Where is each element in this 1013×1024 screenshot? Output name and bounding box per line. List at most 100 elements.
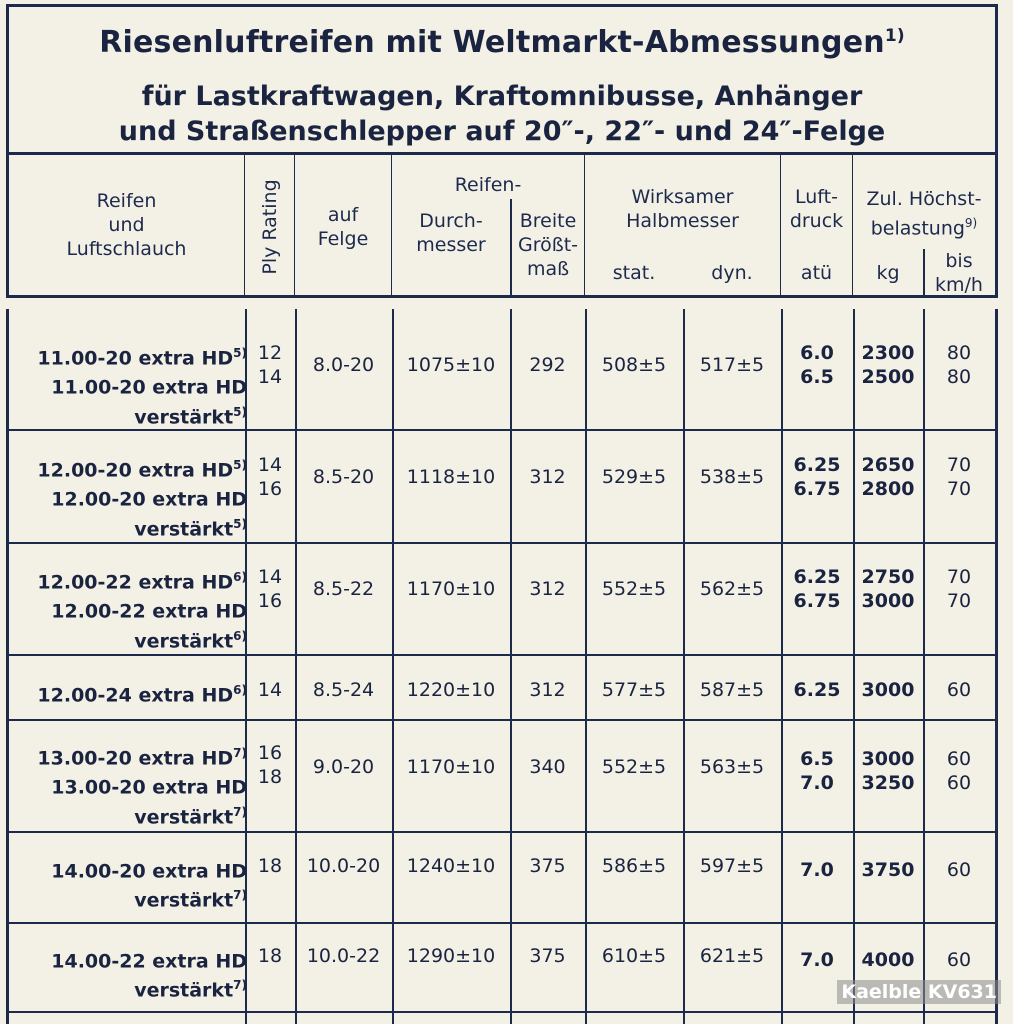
ply-value: 16 [257, 590, 283, 612]
header-ply-text: Ply Rating [259, 179, 281, 275]
ply-value: 18 [257, 766, 283, 788]
tyre-note: 5) [233, 516, 247, 531]
stat-value: 552±5 [601, 756, 667, 778]
header-luftdruck: Luft- druck atü [781, 155, 853, 295]
stat-value: 508±5 [601, 354, 667, 376]
felge-value: 9.0-20 [312, 756, 375, 778]
luft-value: 6.75 [793, 478, 841, 500]
tyre-note: 7) [233, 978, 247, 993]
header-luft-1: Luft- [795, 186, 838, 208]
header-durch-2: messer [416, 234, 486, 256]
durch-value: 1240±10 [406, 855, 496, 877]
luft-value: 6.5 [800, 366, 834, 388]
header-stat: stat. [612, 262, 656, 284]
luft-value: 7.0 [800, 772, 834, 794]
breite-value: 375 [529, 945, 566, 967]
header-kg: kg [876, 262, 900, 284]
row-divider [9, 831, 995, 833]
ply-value: 12 [257, 342, 283, 364]
durch-value: 1075±10 [406, 354, 496, 376]
kmh-value: 60 [946, 859, 972, 881]
breite-value: 375 [529, 855, 566, 877]
header-breite-3: maß [526, 258, 570, 280]
tyre-note: 7) [233, 746, 247, 760]
durch-value: 1170±10 [406, 578, 496, 600]
col-divider [295, 309, 297, 1024]
table-header: Reifen und Luftschlauch Ply Rating auf F… [6, 152, 998, 298]
durch-value: 1290±10 [406, 945, 496, 967]
felge-value: 8.0-20 [312, 354, 375, 376]
durch-value: 1220±10 [406, 679, 496, 701]
tyre-note: 7) [233, 804, 247, 819]
kg-value: 3000 [861, 748, 915, 770]
tyre-note: 5) [233, 458, 247, 472]
watermark: Kaelble KV631 [837, 980, 1001, 1004]
tyre-note: 7) [233, 888, 247, 903]
breite-value: 292 [529, 354, 566, 376]
stat-value: 586±5 [601, 855, 667, 877]
tyre-name: 11.00-20 extra HD [37, 347, 234, 370]
tyre-name: 12.00-24 extra HD [37, 684, 234, 707]
kmh-value: 70 [946, 478, 972, 500]
title-footnote: 1) [884, 26, 905, 46]
header-halbmesser: Wirksamer Halbmesser stat. dyn. [585, 155, 781, 295]
col-divider [245, 309, 247, 1024]
kmh-value: 60 [946, 772, 972, 794]
header-divider-kmh [923, 249, 925, 295]
row-divider [9, 922, 995, 924]
tyre-note: 6) [233, 570, 247, 584]
tyre-name: 13.00-20 extra HD [37, 747, 234, 770]
tyre-name: 12.00-20 extra HD [37, 459, 234, 482]
stat-value: 610±5 [601, 945, 667, 967]
title-text: Riesenluftreifen mit Weltmarkt-Abmessung… [99, 25, 885, 60]
tyre-name: verstärkt [134, 889, 234, 912]
title-line-3: und Straßenschlepper auf 20″-, 22″- und … [118, 116, 886, 147]
felge-value: 8.5-20 [312, 466, 375, 488]
tyre-name: 14.00-22 extra HD [51, 950, 247, 973]
header-atue: atü [800, 262, 833, 284]
dyn-value: 517±5 [699, 354, 765, 376]
luft-value: 6.25 [793, 454, 841, 476]
tyre-name: verstärkt [134, 979, 234, 1002]
kmh-value: 60 [946, 949, 972, 971]
kg-value: 2750 [861, 566, 915, 588]
tyre-note: 6) [233, 628, 247, 643]
dyn-value: 621±5 [699, 945, 765, 967]
felge-value: 10.0-22 [306, 945, 381, 967]
kmh-value: 70 [946, 454, 972, 476]
ply-value: 14 [257, 566, 283, 588]
header-reifen-1: Reifen [96, 190, 157, 212]
ply-value: 16 [257, 478, 283, 500]
header-hoechst-1: Zul. Höchst- [866, 188, 982, 210]
col-divider [392, 309, 394, 1024]
header-halb-2: Halbmesser [626, 210, 739, 232]
tyre-name: 12.00-20 extra HD [51, 488, 247, 511]
felge-value: 8.5-24 [312, 679, 375, 701]
ply-value: 14 [257, 366, 283, 388]
kg-value: 2800 [861, 478, 915, 500]
kmh-value: 80 [946, 366, 972, 388]
header-durch-1: Durch- [419, 210, 483, 232]
kg-value: 2300 [861, 342, 915, 364]
dyn-value: 562±5 [699, 578, 765, 600]
breite-value: 312 [529, 679, 566, 701]
header-halb-1: Wirksamer [631, 186, 734, 208]
tyre-name: 12.00-22 extra HD [51, 600, 247, 623]
table-body: 11.00-20 extra HD5) 11.00-20 extra HD ve… [6, 309, 998, 1024]
kmh-value: 60 [946, 679, 972, 701]
luft-value: 6.0 [800, 342, 834, 364]
breite-value: 312 [529, 578, 566, 600]
dyn-value: 587±5 [699, 679, 765, 701]
row-divider [9, 1011, 995, 1013]
row-divider [9, 719, 995, 721]
stat-value: 529±5 [601, 466, 667, 488]
dyn-value: 563±5 [699, 756, 765, 778]
durch-value: 1118±10 [406, 466, 496, 488]
header-reifen: Reifen und Luftschlauch [9, 155, 245, 295]
header-reifen-2: und [108, 214, 145, 236]
row-divider [9, 654, 995, 656]
header-luft-2: druck [789, 210, 844, 232]
header-divider [510, 199, 512, 295]
header-breite-1: Breite [519, 210, 577, 232]
luft-value: 6.25 [793, 679, 841, 701]
